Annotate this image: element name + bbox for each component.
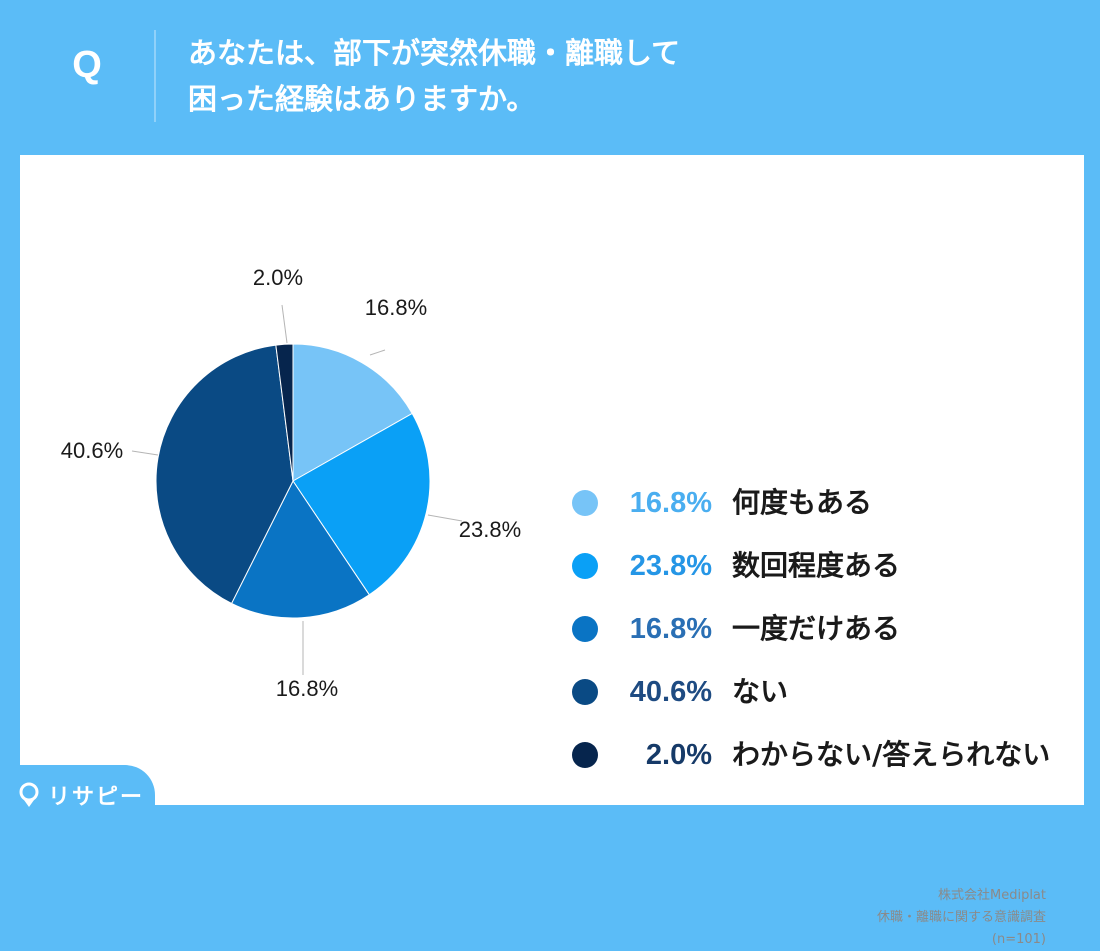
slice-leader-line-2 <box>427 514 463 522</box>
pie-slice-2 <box>292 412 431 596</box>
credit-company: 株式会社Mediplat <box>937 888 1046 903</box>
pie-slice-3 <box>230 480 370 619</box>
chart-panel: 16.8% 23.8% 16.8% 40.6% 2.0% 16.8% 何度もある 23.8%… <box>20 155 1084 947</box>
legend-item: 16.8% 何度もある <box>572 483 1092 523</box>
legend-swatch <box>572 616 598 642</box>
pie-chart: 16.8% 23.8% 16.8% 40.6% 2.0% <box>61 265 521 701</box>
legend-percent: 16.8% <box>629 487 712 519</box>
legend-label: わからない/答えられない <box>732 738 1051 771</box>
legend-label: 何度もある <box>732 486 873 519</box>
question-line-2: 困った経験はありますか。 <box>188 82 536 116</box>
legend-item: 16.8% 一度だけある <box>572 609 1092 649</box>
question-header: Q あなたは、部下が突然休職・離職して 困った経験はありますか。 <box>0 0 1100 150</box>
credit-block: 株式会社Mediplat 休職・離職に関する意識調査 (n=101) <box>877 885 1046 951</box>
legend-label: 数回程度ある <box>732 549 901 582</box>
pie-slice-1 <box>292 343 413 482</box>
slice-leader-line-4 <box>131 450 159 456</box>
brand-logo: リサピー <box>0 765 155 825</box>
legend-percent: 16.8% <box>629 613 712 645</box>
legend-percent: 23.8% <box>629 550 712 582</box>
credit-sample-size: (n=101) <box>991 932 1046 947</box>
brand-name: リサピー <box>48 785 145 810</box>
slice-data-label-4: 40.6% <box>61 438 123 463</box>
legend-item: 40.6% ない <box>572 672 1092 712</box>
legend-label: 一度だけある <box>732 612 901 645</box>
legend-swatch <box>572 490 598 516</box>
question-marker: Q <box>72 44 102 86</box>
credit-survey: 休職・離職に関する意識調査 <box>876 910 1046 925</box>
slice-data-label-3: 16.8% <box>276 676 338 701</box>
question-text: あなたは、部下が突然休職・離職して 困った経験はありますか。 <box>188 30 1068 122</box>
question-line-1: あなたは、部下が突然休職・離職して <box>188 36 681 70</box>
header-divider <box>154 30 156 122</box>
pin-icon <box>19 782 39 807</box>
legend-percent: 2.0% <box>645 739 712 771</box>
slice-data-label-1: 16.8% <box>365 295 427 320</box>
legend-percent: 40.6% <box>629 676 712 708</box>
slice-leader-line-1 <box>369 349 386 356</box>
slice-data-label-5: 2.0% <box>253 265 303 290</box>
slice-data-label-2: 23.8% <box>459 517 521 542</box>
legend-item: 2.0% わからない/答えられない <box>572 735 1092 775</box>
pie-slice-5 <box>275 343 294 482</box>
legend-item: 23.8% 数回程度ある <box>572 546 1092 586</box>
legend-swatch <box>572 553 598 579</box>
legend-label: ない <box>732 675 789 708</box>
slice-leader-line-5 <box>281 304 288 344</box>
pie-slice-4 <box>155 344 294 605</box>
legend-swatch <box>572 742 598 768</box>
legend-swatch <box>572 679 598 705</box>
